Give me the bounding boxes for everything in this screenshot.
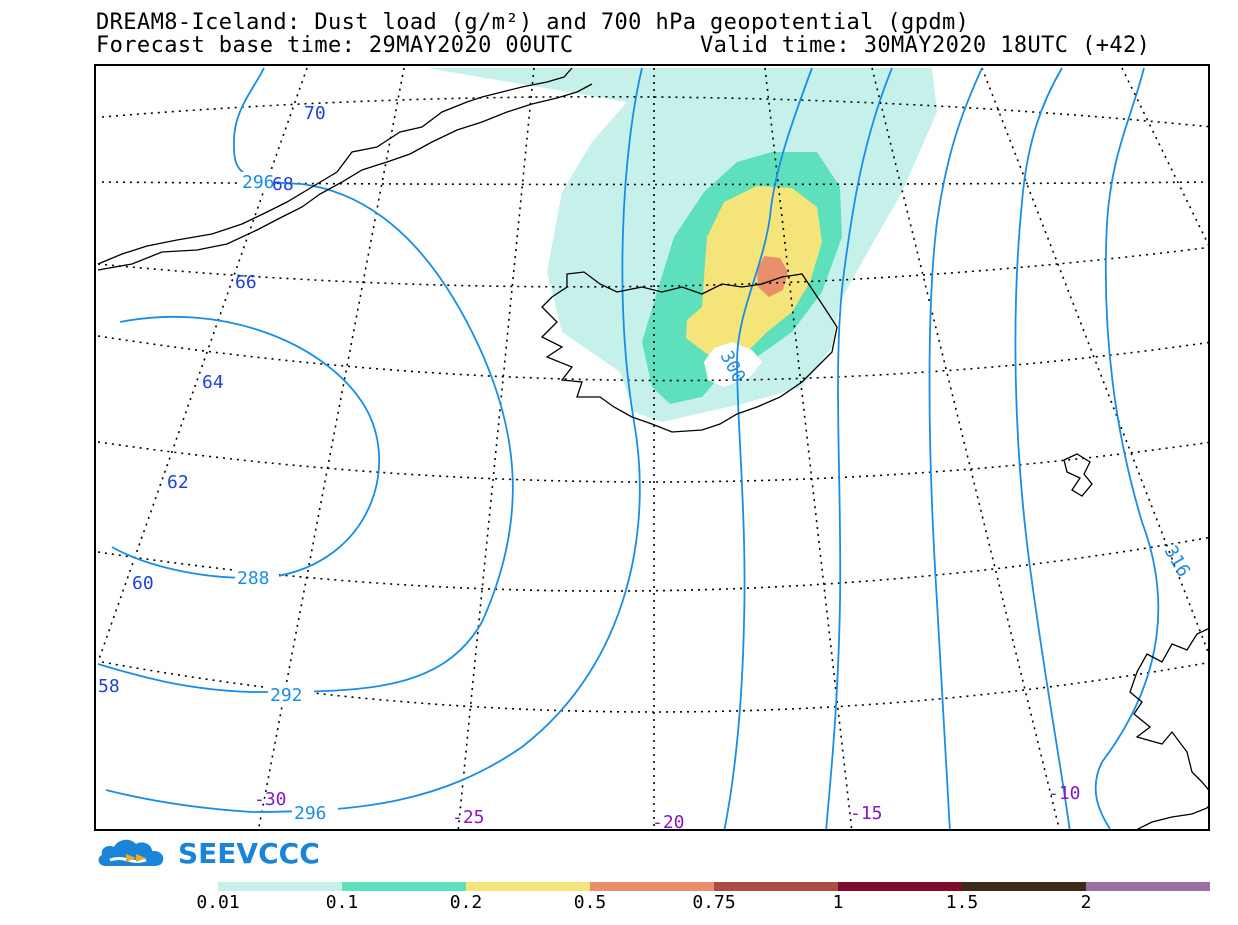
lon-label: -10	[1048, 783, 1081, 804]
norway-coast	[1129, 628, 1208, 791]
graticule	[97, 67, 1208, 829]
norway-coast-south	[1136, 805, 1208, 829]
lat-label: 60	[132, 573, 154, 594]
lon-label: -20	[652, 812, 685, 831]
latitude-line-60	[97, 536, 1208, 592]
colorbar-swatch	[218, 882, 342, 891]
colorbar-label: 2	[1080, 892, 1092, 913]
geopotential-contour-304	[825, 67, 893, 829]
longitude-line-5	[981, 67, 1208, 654]
geopotential-contour-300	[723, 67, 813, 829]
lon-label: -25	[452, 807, 485, 828]
dust-contour-0.2	[686, 186, 822, 360]
cloud-icon	[98, 839, 164, 866]
lat-label: 70	[304, 103, 326, 124]
colorbar-label: 0.01	[196, 892, 240, 913]
contour-label: 296	[294, 803, 327, 824]
contour-label: 296	[242, 172, 275, 193]
greenland-coast	[97, 67, 573, 265]
lat-label: 66	[235, 272, 257, 293]
seevccc-logo: SEEVCCC	[96, 836, 320, 870]
iceland-coast	[540, 271, 838, 433]
greenland-coast-inner	[97, 83, 593, 271]
colorbar-label: 0.2	[449, 892, 483, 913]
lat-label: 68	[272, 174, 294, 195]
map-panel: 296 288 292 296 300 316 70 68 66 64 62 6…	[94, 64, 1210, 831]
faroe-islands	[1063, 453, 1093, 497]
contour-label: 288	[237, 568, 270, 589]
coastlines	[97, 67, 1208, 829]
dust-clear-area	[704, 342, 762, 387]
latitude-line-62	[97, 441, 1208, 483]
logo-text: SEEVCCC	[178, 836, 320, 870]
latitude-line-64	[97, 335, 1208, 382]
colorbar-swatch	[1086, 882, 1210, 891]
colorbar-swatch	[466, 882, 590, 891]
dust-load-fill	[427, 68, 937, 422]
geopotential-contour-296-north	[97, 67, 514, 693]
colorbar-label: 0.5	[573, 892, 607, 913]
geopotential-contour-292	[105, 67, 643, 813]
lat-label: 62	[167, 472, 189, 493]
colorbar-swatch	[590, 882, 714, 891]
lat-label: 64	[202, 372, 224, 393]
map-title: DREAM8-Iceland: Dust load (g/m²) and 700…	[96, 10, 970, 35]
geopotential-contour-316	[1094, 67, 1160, 829]
forecast-base-time: Forecast base time: 29MAY2020 00UTC	[96, 33, 574, 58]
contour-label: 292	[270, 685, 303, 706]
colorbar-label: 0.1	[325, 892, 359, 913]
colorbar-label: 0.75	[692, 892, 736, 913]
geopotential-contour-308	[928, 67, 983, 829]
dust-contour-0.5	[757, 256, 788, 297]
lat-label: 58	[98, 676, 120, 697]
colorbar-swatch	[714, 882, 838, 891]
valid-time: Valid time: 30MAY2020 18UTC (+42)	[700, 33, 1151, 58]
dust-load-colorbar	[218, 882, 1210, 891]
map-canvas: 296 288 292 296 300 316 70 68 66 64 62 6…	[97, 67, 1208, 831]
contour-label: 316	[1160, 542, 1194, 581]
longitude-line-10	[871, 67, 1061, 829]
colorbar-swatch	[342, 882, 466, 891]
colorbar-label: 1	[832, 892, 844, 913]
geopotential-contours	[97, 67, 1160, 829]
lon-label: -30	[254, 789, 287, 810]
geopotential-contour-312	[1014, 67, 1071, 829]
geopotential-contour-288	[111, 315, 381, 579]
colorbar-swatch	[962, 882, 1086, 891]
longitude-labels: -30 -25 -20 -15 -10	[254, 783, 1081, 831]
colorbar-label: 1.5	[945, 892, 979, 913]
lon-label: -15	[850, 803, 883, 824]
latitude-labels: 70 68 66 64 62 60 58	[98, 103, 326, 697]
colorbar-swatch	[838, 882, 962, 891]
longitude-line-25	[457, 67, 535, 829]
